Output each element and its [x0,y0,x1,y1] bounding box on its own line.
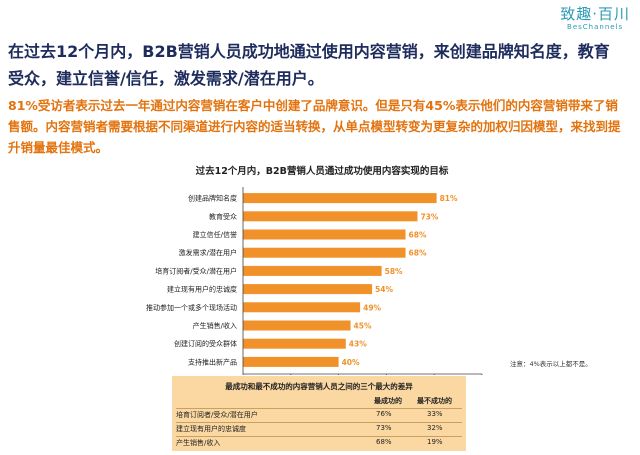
bar [243,229,406,240]
brand-name: 致趣·百川 [560,5,630,23]
goals-bar-chart: 过去12个月内，B2B营销人员通过成功使用内容实现的目标 创建品牌知名度 81% 教… [146,165,483,375]
data-label: 43% [349,340,367,349]
data-label: 40% [342,358,360,367]
bar [243,284,373,295]
category-label: 建立信任/信誉 [193,230,237,239]
comparison-row-most: 73% [376,424,392,432]
bar [243,247,406,258]
category-label: 激发需求/潜在用户 [179,248,237,257]
comparison-row: 产生销售/收入 68% 19% [176,438,462,449]
bar [243,356,339,367]
data-label: 58% [385,267,403,276]
headline: 在过去12个月内，B2B营销人员成功地通过使用内容营销，来创建品牌知名度，教育受… [8,42,610,88]
bar [243,211,418,222]
bar [243,265,382,276]
comparison-row-least: 32% [427,424,443,432]
data-label: 81% [440,194,458,203]
summary-text: 81%受访者表示过去一年通过内容营销在客户中创建了品牌意识。但是只有45%表示他… [8,98,621,155]
data-label: 68% [409,249,427,258]
comparison-row-most: 68% [376,438,392,446]
category-label: 创建品牌知名度 [188,194,237,203]
comparison-row-most: 76% [376,410,392,418]
comparison-row-label: 产生销售/收入 [176,439,221,447]
brand-subname: BesChannels [567,23,624,31]
comparison-row: 建立现有用户的忠诚度 73% 32% [176,424,462,435]
comparison-col-most: 最成功的 [374,397,402,405]
chart-title: 过去12个月内，B2B营销人员通过成功使用内容实现的目标 [196,165,449,177]
data-label: 54% [375,285,393,294]
bar [243,320,351,331]
comparison-row-least: 19% [427,438,443,446]
bar [243,338,346,349]
data-label: 45% [354,322,372,331]
comparison-table: 最成功和最不成功的内容营销人员之间的三个最大的差异 最成功的 最不成功的 培育订… [172,376,466,451]
comparison-row-least: 33% [427,410,443,418]
bar [243,302,361,313]
bar [243,193,437,204]
category-label: 产生销售/收入 [193,321,237,330]
comparison-divider [176,408,462,409]
data-label: 68% [409,231,427,240]
data-label: 73% [420,212,438,221]
category-label: 培育订阅者/受众/潜在用户 [155,266,237,275]
comparison-row: 培育订阅者/受众/潜在用户 76% 33% [176,410,462,421]
category-label: 推动参加一个或多个现场活动 [146,303,237,312]
comparison-row-label: 建立现有用户的忠诚度 [176,425,246,433]
brand-logo: 致趣·百川 BesChannels [560,5,630,32]
comparison-row-label: 培育订阅者/受众/潜在用户 [176,411,258,419]
comparison-divider [176,436,462,437]
chart-footnote: 注意：4%表示以上都不是。 [510,360,592,368]
comparison-title: 最成功和最不成功的内容营销人员之间的三个最大的差异 [225,382,413,391]
data-label: 49% [363,303,381,312]
comparison-col-least: 最不成功的 [417,397,452,405]
category-label: 建立现有用户的忠诚度 [167,285,237,294]
category-label: 教育受众 [209,212,237,221]
category-label: 创建订阅的受众群体 [174,339,237,348]
comparison-divider [176,422,462,423]
category-label: 支持推出新产品 [188,357,237,366]
